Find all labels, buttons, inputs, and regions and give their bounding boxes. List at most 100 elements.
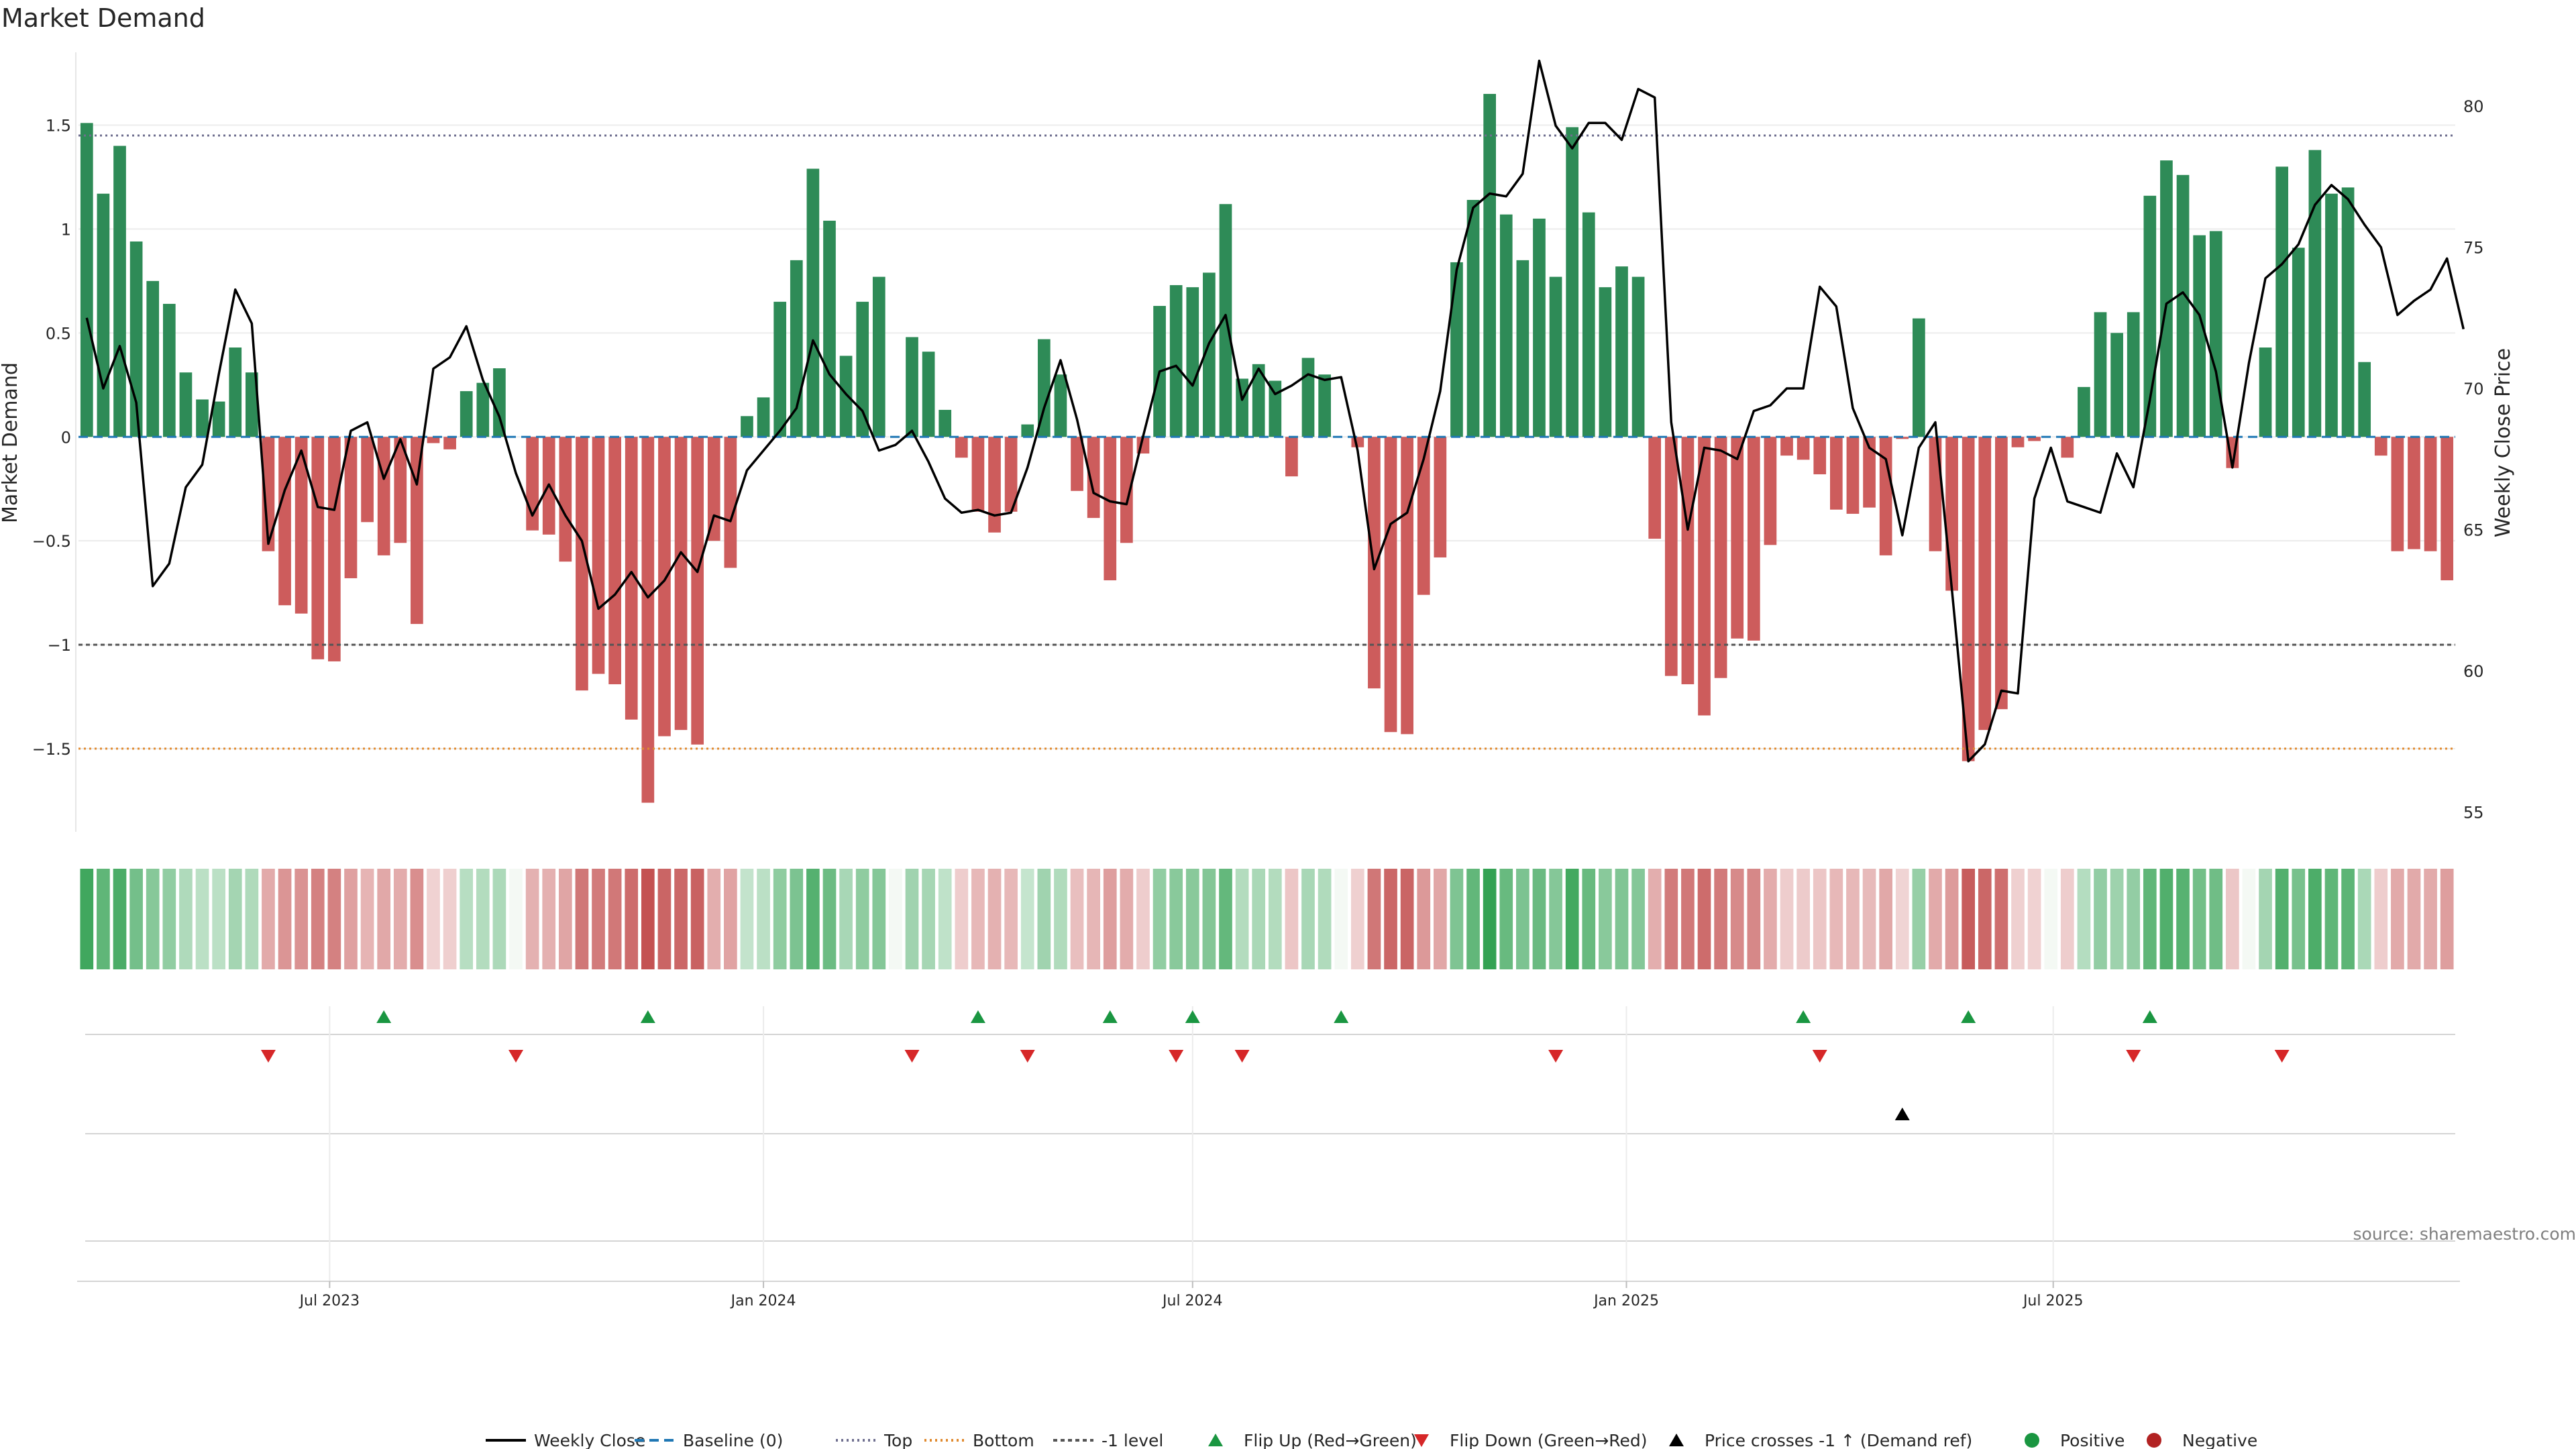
heat-cell: [377, 869, 391, 969]
heat-cell: [294, 869, 308, 969]
heat-cell: [1070, 869, 1084, 969]
legend-item: -1 level: [1053, 1431, 1163, 1449]
heat-cell: [839, 869, 853, 969]
heat-cell: [872, 869, 886, 969]
heat-cell: [1400, 869, 1414, 969]
demand-bar: [311, 437, 325, 659]
heat-cell: [1087, 869, 1100, 969]
heat-cell: [1004, 869, 1018, 969]
legend-label: Flip Down (Green→Red): [1450, 1431, 1648, 1449]
cross-marker: [1894, 1108, 1910, 1120]
heat-cell: [2143, 869, 2157, 969]
flip-up-marker: [1102, 1010, 1118, 1023]
demand-bar: [2110, 333, 2123, 437]
heat-cell: [2407, 869, 2421, 969]
heat-cell: [1565, 869, 1579, 969]
demand-bar: [872, 276, 885, 437]
heat-cell: [2110, 869, 2124, 969]
legend-label: Top: [883, 1431, 912, 1449]
heat-cell: [1054, 869, 1067, 969]
heat-cell: [1120, 869, 1134, 969]
demand-bar: [1747, 437, 1760, 641]
demand-bar: [1796, 437, 1810, 460]
demand-bar: [2424, 437, 2437, 551]
demand-bar: [2160, 160, 2173, 437]
demand-bar: [922, 352, 935, 437]
heat-cell: [344, 869, 358, 969]
reference-lines: [78, 134, 2455, 750]
gridlines: [78, 124, 2455, 750]
heat-cell: [1235, 869, 1249, 969]
demand-bar: [196, 399, 209, 437]
signal-panels: [85, 1006, 2455, 1281]
legend-swatch-triangle-down: [1414, 1434, 1429, 1447]
heat-cell: [674, 869, 688, 969]
demand-bar: [1664, 437, 1678, 676]
x-tick-label: Jan 2024: [730, 1293, 796, 1309]
demand-bar: [592, 437, 605, 674]
heat-cell: [1103, 869, 1117, 969]
flip-up-marker: [1334, 1010, 1349, 1023]
x-tick-label: Jul 2024: [1161, 1293, 1223, 1309]
flip-down-marker: [260, 1050, 276, 1063]
heat-cell: [1516, 869, 1529, 969]
heat-cell: [1334, 869, 1348, 969]
heat-cell: [2374, 869, 2388, 969]
demand-bar: [707, 437, 720, 541]
heat-cell: [806, 869, 820, 969]
y-tick-label: 1.5: [46, 116, 71, 135]
heat-cell: [1714, 869, 1727, 969]
heat-cell: [1945, 869, 1959, 969]
legend-item: Baseline (0): [635, 1431, 783, 1449]
y-tick-label: 0: [61, 428, 71, 447]
y-tick-label: 1: [61, 220, 71, 239]
demand-bar: [1236, 378, 1248, 437]
heat-cell: [525, 869, 539, 969]
heat-cell: [608, 869, 622, 969]
flip-down-marker: [1169, 1050, 1184, 1063]
demand-bar: [1186, 287, 1199, 437]
demand-bar: [1021, 424, 1034, 437]
heat-cell: [1152, 869, 1167, 969]
flip-up-marker: [1185, 1010, 1200, 1023]
demand-bar: [1698, 437, 1711, 716]
heat-cell: [2259, 869, 2272, 969]
heat-cell: [1962, 869, 1976, 969]
flip-down-marker: [1548, 1050, 1564, 1063]
demand-bar: [2292, 248, 2305, 437]
demand-bar: [906, 337, 918, 437]
flip-down-marker: [2126, 1050, 2141, 1063]
y-tick-label: −1.5: [32, 740, 71, 759]
legend-swatch-triangle-up: [1669, 1434, 1684, 1446]
heat-cell: [2209, 869, 2223, 969]
flip-down-marker: [508, 1050, 524, 1063]
heat-cell: [492, 869, 506, 969]
heat-cell: [955, 869, 969, 969]
demand-bar: [1417, 437, 1430, 595]
demand-bar: [1434, 437, 1447, 557]
heat-cell: [1301, 869, 1315, 969]
heat-cell: [1862, 869, 1876, 969]
demand-bar: [955, 437, 968, 458]
demand-bar: [344, 437, 358, 578]
heat-cell: [1285, 869, 1299, 969]
heat-cell: [1318, 869, 1332, 969]
heat-cell: [1384, 869, 1397, 969]
heat-cell: [1268, 869, 1282, 969]
demand-bar: [641, 437, 655, 803]
flip-down-marker: [2274, 1050, 2290, 1063]
heat-cell: [889, 869, 902, 969]
flip-up-marker: [1961, 1010, 1976, 1023]
demand-bar: [427, 437, 440, 443]
heat-cell: [790, 869, 804, 969]
demand-heat-strip: [80, 869, 2454, 969]
heat-cell: [1350, 869, 1364, 969]
demand-bar: [162, 303, 176, 437]
demand-bar: [608, 437, 621, 684]
heat-cell: [2242, 869, 2256, 969]
demand-bar: [328, 437, 341, 661]
demand-bar: [146, 280, 160, 437]
demand-bar: [1896, 437, 1909, 439]
heat-cell: [1912, 869, 1926, 969]
demand-bar: [294, 437, 308, 614]
